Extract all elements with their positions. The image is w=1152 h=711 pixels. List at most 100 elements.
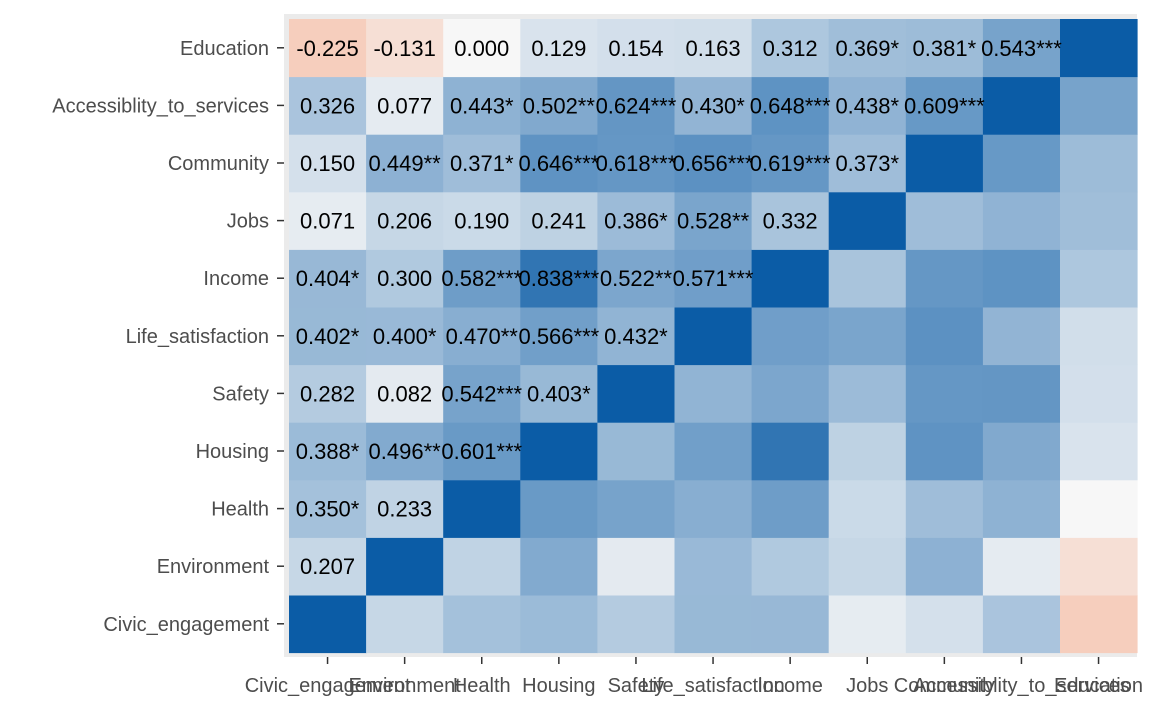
cell-label-health-education: 0.000 [454, 36, 509, 61]
heatmap-cell-life-satisfaction-income [674, 249, 753, 308]
cell-label-safety-life-satisfaction: 0.432* [604, 324, 668, 349]
cell-label-civic-engagement-jobs: 0.071 [300, 209, 355, 234]
heatmap-cell-environment-life-satisfaction [366, 307, 444, 366]
cell-label-housing-education: 0.129 [531, 36, 586, 61]
heatmap-cell-income-income [751, 249, 830, 308]
heatmap-cell-income-accessiblity-to-services [751, 76, 830, 135]
cell-label-jobs-education: 0.369* [835, 36, 899, 61]
heatmap-cell-health-accessiblity-to-services [443, 76, 521, 135]
heatmap-cell-safety-safety [597, 364, 675, 423]
cell-label-health-safety: 0.542*** [441, 381, 522, 406]
y-tick-label-housing: Housing [196, 441, 269, 463]
heatmap-cell-safety-civic-engagement [597, 595, 675, 654]
heatmap-cell-community-income [905, 249, 984, 308]
heatmap-cell-housing-safety [520, 364, 598, 423]
heatmap-cell-accessiblity-to-services-civic-engagement [982, 595, 1061, 654]
heatmap-cell-safety-education [597, 19, 675, 78]
cell-labels: 0.207 0.350* 0.388* 0.282 0.402* 0.404* 0.071 0… [296, 36, 1063, 579]
heatmap-cell-life-satisfaction-safety [674, 364, 753, 423]
heatmap-cell-community-life-satisfaction [905, 307, 984, 366]
heatmap-cell-life-satisfaction-education [674, 19, 753, 78]
y-tick-label-accessiblity-to-services: Accessiblity_to_services [52, 95, 269, 117]
cell-label-safety-accessiblity-to-services: 0.624*** [596, 93, 677, 118]
heatmap-cell-civic-engagement-jobs [289, 191, 367, 250]
cell-label-civic-engagement-housing: 0.388* [296, 439, 360, 464]
heatmap-cell-civic-engagement-civic-engagement [289, 595, 367, 654]
heatmap-cell-community-jobs [905, 191, 984, 250]
heatmap-cell-civic-engagement-accessiblity-to-services [289, 76, 367, 135]
cell-label-health-income: 0.582*** [441, 266, 522, 291]
heatmap-cell-safety-environment [597, 537, 675, 596]
x-tick-label-environment: Environment [349, 675, 462, 697]
heatmap-cell-jobs-health [828, 479, 907, 538]
heatmap-cell-environment-health [366, 479, 444, 538]
heatmap-cell-jobs-safety [828, 364, 907, 423]
heatmap-cell-education-health [1060, 479, 1138, 538]
cell-label-accessiblity-to-services-education: 0.543*** [981, 36, 1062, 61]
heatmap-cell-accessiblity-to-services-safety [982, 364, 1061, 423]
cell-label-safety-income: 0.522** [600, 266, 673, 291]
heatmap-cell-accessiblity-to-services-housing [982, 422, 1061, 481]
heatmap-cell-accessiblity-to-services-education [982, 19, 1061, 78]
heatmap-cell-environment-civic-engagement [366, 595, 444, 654]
heatmap-cell-life-satisfaction-housing [674, 422, 753, 481]
heatmap-cell-safety-health [597, 479, 675, 538]
x-tick-label-life-satisfaction: Life_satisfaction [641, 675, 784, 697]
heatmap-cell-safety-accessiblity-to-services [597, 76, 675, 135]
heatmap-cell-health-health [443, 479, 521, 538]
heatmap-cell-education-community [1060, 134, 1138, 193]
heatmap-cell-accessiblity-to-services-health [982, 479, 1061, 538]
cell-label-civic-engagement-accessiblity-to-services: 0.326 [300, 93, 355, 118]
cell-label-housing-life-satisfaction: 0.566*** [518, 324, 599, 349]
heatmap-cell-jobs-accessiblity-to-services [828, 76, 907, 135]
heatmap-cell-health-life-satisfaction [443, 307, 521, 366]
heatmap-cell-community-civic-engagement [905, 595, 984, 654]
heatmap-cell-income-life-satisfaction [751, 307, 830, 366]
heatmap-cell-environment-education [366, 19, 444, 78]
heatmap-cell-education-income [1060, 249, 1138, 308]
heatmap-cell-environment-community [366, 134, 444, 193]
heatmap-cell-life-satisfaction-environment [674, 537, 753, 596]
cell-label-income-community: 0.619*** [750, 151, 831, 176]
cell-label-housing-safety: 0.403* [527, 381, 591, 406]
heatmap-cell-health-civic-engagement [443, 595, 521, 654]
heatmap-cell-jobs-income [828, 249, 907, 308]
cell-label-environment-life-satisfaction: 0.400* [373, 324, 437, 349]
heatmap-cell-civic-engagement-health [289, 479, 367, 538]
heatmap-cell-health-jobs [443, 191, 521, 250]
cell-label-civic-engagement-health: 0.350* [296, 497, 360, 522]
heatmap-cell-accessiblity-to-services-life-satisfaction [982, 307, 1061, 366]
y-tick-label-life-satisfaction: Life_satisfaction [126, 326, 269, 348]
heatmap-cell-education-jobs [1060, 191, 1138, 250]
heatmap-cell-accessiblity-to-services-community [982, 134, 1061, 193]
cell-label-environment-education: -0.131 [373, 36, 435, 61]
y-tick-label-jobs: Jobs [227, 211, 269, 233]
heatmap-cell-jobs-environment [828, 537, 907, 596]
heatmap-cell-housing-housing [520, 422, 598, 481]
heatmap-cell-education-civic-engagement [1060, 595, 1138, 654]
cell-label-housing-jobs: 0.241 [531, 209, 586, 234]
y-tick-label-safety: Safety [212, 383, 269, 405]
cell-label-life-satisfaction-education: 0.163 [686, 36, 741, 61]
heatmap-cell-environment-income [366, 249, 444, 308]
x-tick-label-civic-engagement: Civic_engagement [245, 675, 411, 697]
heatmap-cell-housing-accessiblity-to-services [520, 76, 598, 135]
heatmap-cell-housing-income [520, 249, 598, 308]
heatmap-cell-health-safety [443, 364, 521, 423]
heatmap-cell-safety-community [597, 134, 675, 193]
cell-label-safety-education: 0.154 [608, 36, 663, 61]
heatmap-cell-education-safety [1060, 364, 1138, 423]
cell-label-life-satisfaction-accessiblity-to-services: 0.430* [681, 93, 745, 118]
heatmap-cell-education-accessiblity-to-services [1060, 76, 1138, 135]
cell-label-environment-community: 0.449** [369, 151, 442, 176]
heatmap-cell-civic-engagement-life-satisfaction [289, 307, 367, 366]
x-tick-label-health: Health [453, 675, 511, 697]
heatmap-cell-safety-jobs [597, 191, 675, 250]
heatmap-cell-income-housing [751, 422, 830, 481]
x-tick-label-accessiblity-to-services: Accessiblity_to_services [913, 675, 1130, 697]
cell-label-environment-income: 0.300 [377, 266, 432, 291]
cell-label-civic-engagement-safety: 0.282 [300, 381, 355, 406]
heatmap-cell-housing-environment [520, 537, 598, 596]
x-tick-label-education: Education [1054, 675, 1143, 697]
heatmap-cell-life-satisfaction-jobs [674, 191, 753, 250]
